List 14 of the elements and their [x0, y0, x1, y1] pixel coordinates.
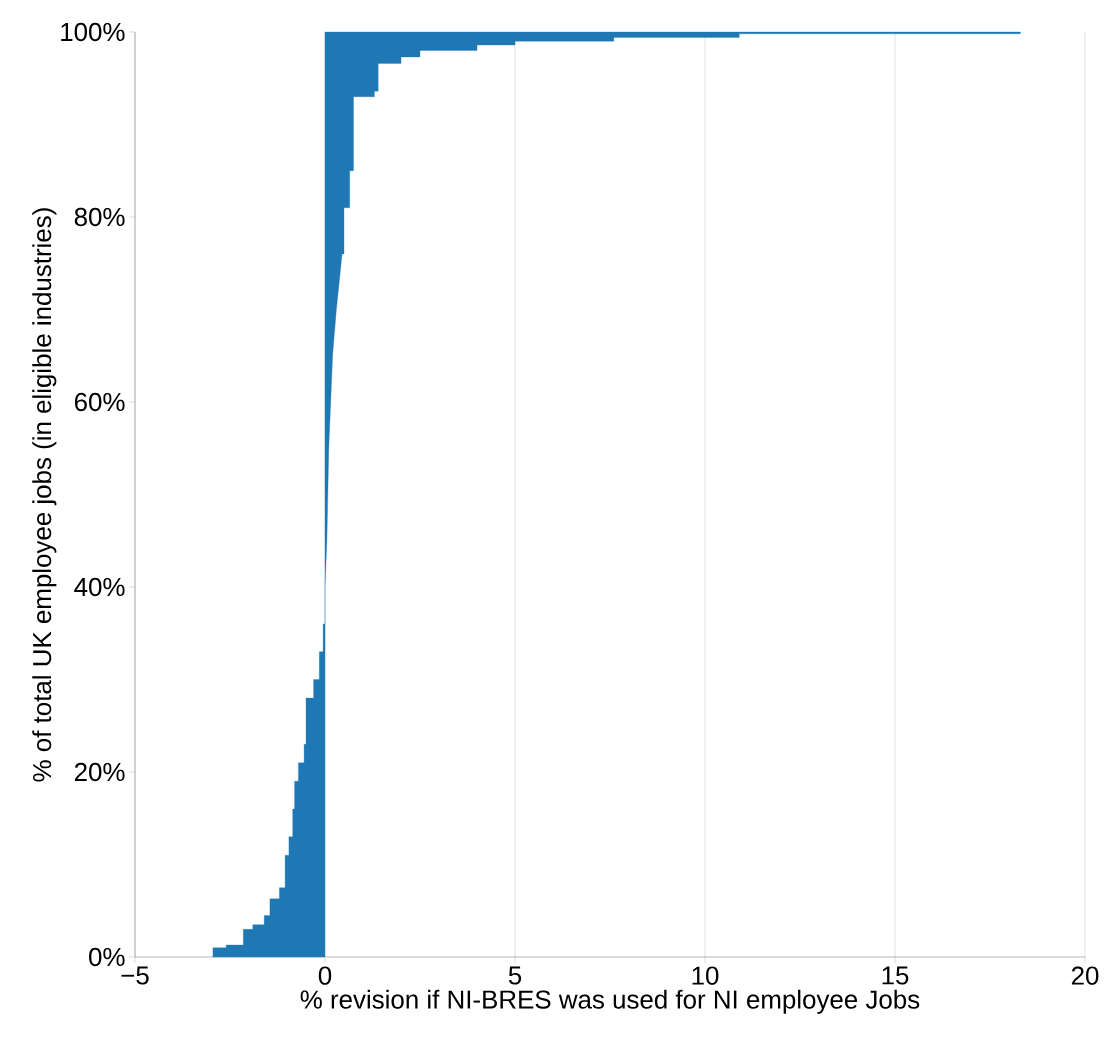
y-tick-label: 100%: [61, 22, 125, 42]
x-tick-label: 15: [882, 966, 909, 985]
y-tick-label: 0%: [89, 947, 125, 967]
x-tick-label: −5: [121, 966, 149, 985]
x-tick-label: 10: [692, 966, 719, 985]
y-tick-label: 40%: [74, 577, 125, 597]
y-tick-label: 60%: [74, 392, 125, 412]
y-axis-title: % of total UK employee jobs (in eligible industries): [32, 208, 57, 782]
y-tick-label: 80%: [74, 207, 125, 227]
y-tick-label: 20%: [74, 762, 125, 782]
x-axis-title: % revision if NI-BRES was used for NI employee Jobs: [300, 989, 920, 1014]
x-tick-label: 20: [1071, 966, 1099, 985]
x-tick-label: 0: [318, 966, 332, 985]
x-tick-label: 5: [508, 966, 522, 985]
